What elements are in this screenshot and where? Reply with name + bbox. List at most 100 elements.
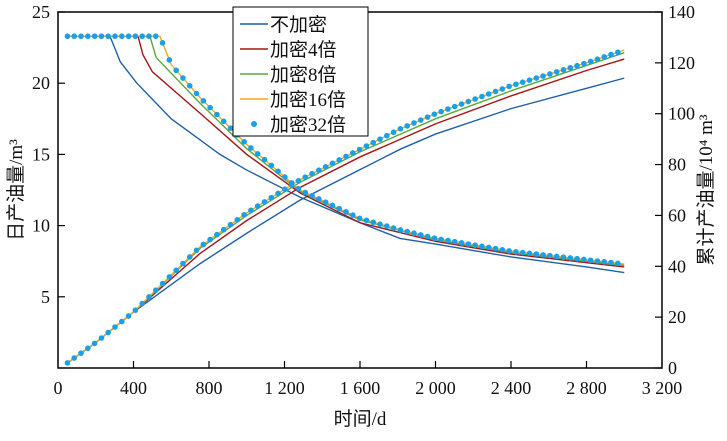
series-5-rate-point bbox=[112, 33, 118, 40]
legend-swatch bbox=[251, 121, 257, 127]
series-5-cumulative-point bbox=[465, 98, 472, 105]
series-5-rate-point bbox=[118, 33, 125, 40]
series-5-rate-point bbox=[336, 205, 343, 212]
series-5-rate-point bbox=[356, 215, 363, 222]
series-5-rate-point bbox=[574, 255, 580, 262]
series-5-cumulative-point bbox=[322, 163, 329, 170]
series-5-rate-point bbox=[268, 162, 275, 169]
series-5-rate-point bbox=[377, 221, 383, 227]
series-5-rate-point bbox=[180, 75, 186, 81]
series-5-rate-point bbox=[397, 227, 404, 233]
legend-label: 不加密 bbox=[270, 14, 327, 36]
x-tick-label: 1 600 bbox=[340, 378, 381, 398]
series-5-cumulative-point bbox=[370, 139, 377, 146]
y-right-tick-label: 100 bbox=[668, 104, 695, 124]
legend-label: 加密32倍 bbox=[270, 114, 346, 136]
y-axis-right-label: 累计产油量/10⁴ m³ bbox=[695, 114, 717, 265]
series-5-cumulative-point bbox=[594, 56, 601, 62]
series-5-cumulative-point bbox=[513, 81, 519, 88]
series-5-rate-point bbox=[350, 212, 356, 218]
series-5-rate-point bbox=[220, 118, 227, 125]
y-right-tick-label: 40 bbox=[668, 256, 686, 276]
series-5-rate-point bbox=[159, 40, 166, 46]
legend-label: 加密4倍 bbox=[270, 39, 337, 61]
series-5-cumulative-point bbox=[574, 62, 580, 69]
x-tick-label: 400 bbox=[120, 378, 147, 398]
series-5-rate-point bbox=[404, 228, 410, 235]
series-5-cumulative-point bbox=[241, 212, 247, 218]
series-5-rate-point bbox=[540, 252, 546, 258]
legend-label: 加密16倍 bbox=[270, 89, 346, 111]
series-5-cumulative-point bbox=[601, 54, 608, 60]
series-5-cumulative-point bbox=[492, 88, 499, 95]
y-left-tick-label: 25 bbox=[32, 2, 50, 22]
series-5-cumulative-point bbox=[254, 203, 261, 209]
series-5-rate-point bbox=[608, 259, 614, 266]
series-5-rate-point bbox=[445, 237, 451, 244]
series-5-rate-point bbox=[261, 156, 268, 163]
legend-label: 加密8倍 bbox=[270, 64, 337, 86]
series-5-rate-point bbox=[363, 217, 370, 224]
series-5-rate-point bbox=[384, 223, 390, 229]
series-5-cumulative-point bbox=[567, 64, 574, 71]
series-5-cumulative-point bbox=[458, 101, 465, 107]
series-5-rate-point bbox=[125, 33, 132, 40]
series-5-cumulative-point bbox=[200, 241, 207, 248]
y-right-tick-label: 20 bbox=[668, 307, 686, 327]
series-5-rate-point bbox=[519, 249, 526, 256]
series-5-cumulative-point bbox=[309, 170, 315, 177]
series-5-cumulative-point bbox=[78, 350, 84, 356]
series-5-cumulative-point bbox=[431, 111, 438, 118]
series-5-rate-point bbox=[553, 253, 560, 260]
series-5-cumulative-point bbox=[139, 300, 145, 307]
series-5-rate-point bbox=[105, 33, 112, 40]
chart-marks bbox=[64, 33, 625, 366]
series-5-cumulative-point bbox=[186, 254, 193, 260]
series-5-cumulative-point bbox=[91, 340, 98, 347]
series-5-rate-point bbox=[581, 256, 587, 263]
series-5-cumulative-point bbox=[105, 329, 112, 336]
series-5-cumulative-point bbox=[438, 108, 444, 115]
series-5-cumulative-point bbox=[64, 360, 71, 366]
series-5-cumulative-point bbox=[98, 335, 105, 341]
series-5-cumulative-point bbox=[615, 49, 621, 56]
series-5-cumulative-point bbox=[526, 77, 533, 83]
y-left-tick-label: 5 bbox=[41, 287, 50, 307]
legend-box bbox=[232, 6, 369, 137]
series-5-rate-point bbox=[424, 233, 431, 240]
series-5-cumulative-point bbox=[472, 96, 478, 102]
series-5-rate-point bbox=[302, 189, 309, 196]
series-5-rate-point bbox=[343, 209, 349, 215]
series-5-rate-point bbox=[71, 33, 78, 40]
series-5-rate-point bbox=[214, 111, 220, 118]
series-5-rate-point bbox=[193, 90, 200, 97]
series-5-cumulative-point bbox=[485, 91, 492, 97]
series-5-cumulative-point bbox=[479, 93, 485, 100]
series-5-cumulative-point bbox=[356, 146, 363, 153]
x-tick-label: 1 200 bbox=[264, 378, 305, 398]
y-right-tick-label: 80 bbox=[668, 155, 686, 175]
y-right-tick-label: 60 bbox=[668, 205, 686, 225]
series-5-rate-point bbox=[186, 83, 193, 89]
series-5-cumulative-point bbox=[261, 199, 268, 205]
series-5-rate-point bbox=[370, 219, 377, 226]
series-5-cumulative-point bbox=[363, 143, 370, 149]
series-5-rate-point bbox=[411, 230, 417, 237]
series-5-rate-point bbox=[390, 225, 397, 231]
series-5-rate-point bbox=[594, 258, 601, 264]
x-tick-label: 800 bbox=[196, 378, 223, 398]
x-tick-label: 0 bbox=[54, 378, 63, 398]
y-axis-left-label: 日产油量/m³ bbox=[5, 139, 27, 241]
y-right-tick-label: 120 bbox=[668, 53, 695, 73]
series-5-rate-point bbox=[254, 151, 261, 157]
series-5-rate-point bbox=[241, 138, 247, 145]
series-5-cumulative-point bbox=[295, 177, 302, 184]
series-5-rate-point bbox=[526, 250, 533, 257]
series-5-cumulative-point bbox=[547, 71, 553, 77]
series-5-cumulative-point bbox=[336, 157, 343, 163]
series-5-cumulative-point bbox=[234, 216, 241, 223]
series-5-rate-point bbox=[465, 241, 472, 247]
series-5-rate-point bbox=[560, 254, 567, 260]
series-5-cumulative-point bbox=[193, 247, 200, 254]
